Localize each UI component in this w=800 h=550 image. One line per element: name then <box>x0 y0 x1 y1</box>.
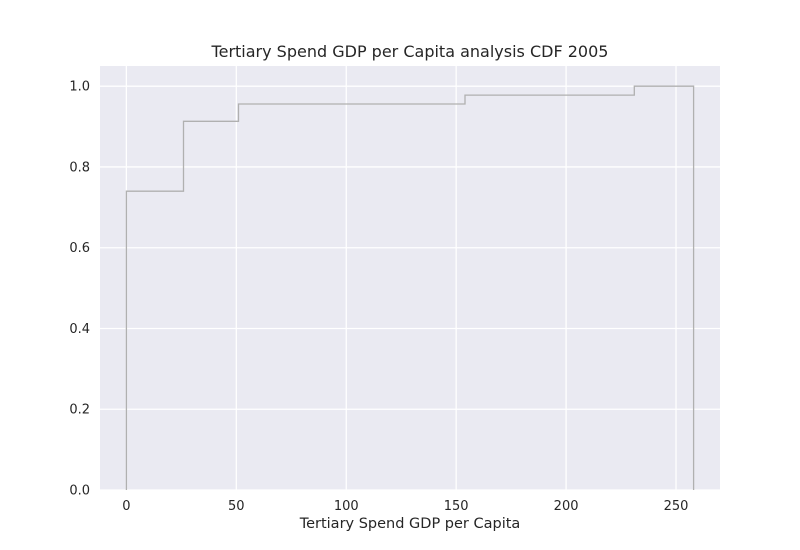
x-tick-label: 200 <box>554 499 579 514</box>
y-tick-labels: 0.0 0.2 0.4 0.6 0.8 1.0 <box>69 80 90 499</box>
x-tick-label: 250 <box>664 499 689 514</box>
y-tick-label: 0.6 <box>69 241 90 256</box>
x-tick-label: 150 <box>444 499 469 514</box>
y-tick-label: 0.2 <box>69 403 90 418</box>
series-group <box>125 85 695 490</box>
y-tick-label: 1.0 <box>69 80 90 95</box>
x-tick-label: 100 <box>334 499 359 514</box>
y-tick-label: 0.8 <box>69 160 90 175</box>
plot-background <box>100 66 720 490</box>
grid-lines <box>100 66 720 491</box>
x-axis-label: Tertiary Spend GDP per Capita <box>299 516 521 532</box>
cdf-step-line <box>125 85 695 490</box>
x-tick-labels: 0 50 100 150 200 250 <box>122 499 688 514</box>
x-tick-label: 0 <box>122 499 130 514</box>
y-tick-label: 0.0 <box>69 484 90 499</box>
y-tick-label: 0.4 <box>69 322 90 337</box>
chart-title: Tertiary Spend GDP per Capita analysis C… <box>211 42 609 61</box>
x-tick-label: 50 <box>228 499 245 514</box>
